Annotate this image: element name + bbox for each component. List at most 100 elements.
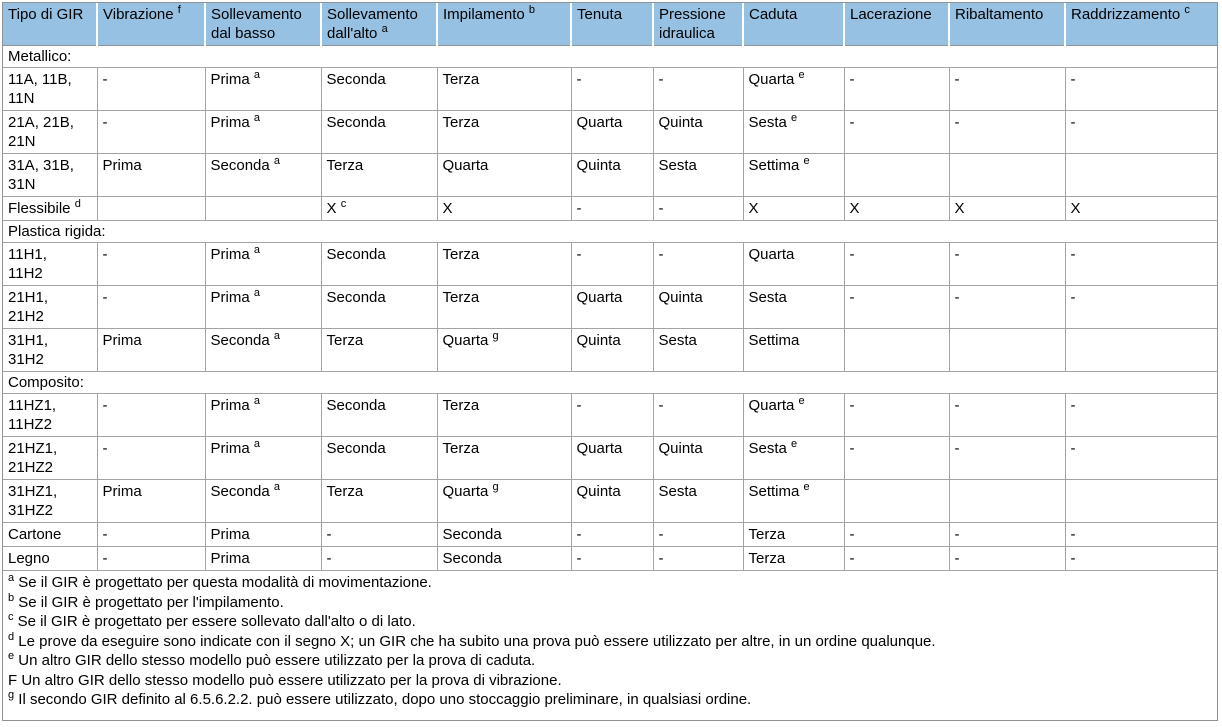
table-cell: Quinta xyxy=(570,479,654,523)
superscript-note-ref: a xyxy=(253,287,260,299)
table-cell xyxy=(1064,328,1217,372)
table-cell: Terza xyxy=(320,153,438,197)
table-cell: Prima xyxy=(96,328,206,372)
table-cell: Sesta xyxy=(742,285,845,329)
table-cell: - xyxy=(948,436,1066,480)
table-cell: - xyxy=(570,196,654,221)
footnotes: a Se il GIR è progettato per questa moda… xyxy=(3,571,1217,720)
superscript-note-ref: a xyxy=(381,23,388,35)
table-cell: - xyxy=(570,546,654,571)
table-cell: Quarta xyxy=(742,242,845,286)
table-cell: Sesta xyxy=(652,153,744,197)
table-cell xyxy=(1064,479,1217,523)
table-cell: Seconda xyxy=(320,110,438,154)
table-cell: Sesta xyxy=(652,328,744,372)
superscript-note-ref: e xyxy=(798,69,805,81)
column-header-5: Impilamento b xyxy=(436,3,571,46)
superscript-note-ref: a xyxy=(273,155,281,167)
superscript-note-ref: b xyxy=(528,4,535,16)
table-cell: Terza xyxy=(436,436,572,480)
table-cell: - xyxy=(843,436,950,480)
table-cell: Prima a xyxy=(204,285,322,329)
footnote-marker: d xyxy=(8,630,15,643)
table-cell xyxy=(843,153,950,197)
table-cell: Terza xyxy=(436,67,572,111)
table-cell xyxy=(948,328,1066,372)
footnote: c Se il GIR è progettato per essere soll… xyxy=(8,611,416,631)
table-row: 21HZ1, 21HZ2- Prima a Seconda Terza Quarta Qu… xyxy=(3,436,1217,480)
table-row: Cartone - Prima - Seconda - - Terza - - - xyxy=(3,522,1217,547)
table-cell: Terza xyxy=(436,285,572,329)
column-header-10: Ribaltamento xyxy=(948,3,1065,46)
table-row: 31A, 31B, 31N Prima Seconda a Terza Quarta Qu… xyxy=(3,153,1217,197)
table-cell: Quarta e xyxy=(742,67,845,111)
table-header: Tipo di GIR Vibrazione f Sollevamento dal … xyxy=(3,3,1217,46)
table-cell: - xyxy=(320,546,438,571)
table-cell: Seconda xyxy=(436,546,572,571)
table-cell: - xyxy=(652,242,744,286)
table-cell: Terza xyxy=(320,328,438,372)
row-header: 11H1, 11H2 xyxy=(3,242,98,286)
footnote-marker: F xyxy=(8,671,18,689)
table-cell: - xyxy=(1064,110,1217,154)
table-cell: Settima e xyxy=(742,479,845,523)
table-cell: Prima a xyxy=(204,242,322,286)
footnote-marker: b xyxy=(8,591,15,604)
table-cell: - xyxy=(843,110,950,154)
superscript-note-ref: a xyxy=(253,69,260,81)
table-row: 31H1, 31H2 Prima Seconda a Terza Quarta g Qui… xyxy=(3,328,1217,372)
row-header: 21HZ1, 21HZ2 xyxy=(3,436,98,480)
table-cell: Quarta xyxy=(570,436,654,480)
table-cell: Quarta g xyxy=(436,328,572,372)
table-cell: Quinta xyxy=(652,110,744,154)
table-cell: Seconda a xyxy=(204,153,322,197)
table-cell: - xyxy=(652,393,744,437)
superscript-note-ref: a xyxy=(273,330,281,342)
table-cell: - xyxy=(948,546,1066,571)
table-cell: - xyxy=(96,522,206,547)
table-cell: - xyxy=(1064,67,1217,111)
footnote: b Se il GIR è progettato per l'impilamen… xyxy=(8,591,284,611)
table-cell: Terza xyxy=(742,522,845,547)
table-cell: - xyxy=(1064,546,1217,571)
column-header-1: Tipo di GIR xyxy=(3,3,97,46)
table-cell: Prima a xyxy=(204,393,322,437)
table-row: 11A, 11B, 11N - Prima a Seconda Terza - - Quart… xyxy=(3,67,1217,111)
row-header: Cartone xyxy=(3,522,98,547)
table-cell xyxy=(843,479,950,523)
footnote-marker: e xyxy=(8,650,15,662)
superscript-note-ref: a xyxy=(253,438,260,450)
table-row: 11H1, 11H2- Prima a Seconda Terza - - Quarta - -… xyxy=(3,242,1217,286)
table-cell: - xyxy=(1064,436,1217,480)
table-cell: - xyxy=(948,67,1066,111)
table-cell xyxy=(204,196,322,221)
superscript-note-ref: e xyxy=(791,438,798,450)
table-cell: - xyxy=(1064,393,1217,437)
row-header: Flessibile d xyxy=(3,196,98,221)
table-cell: - xyxy=(652,522,744,547)
gir-test-table: Tipo di GIR Vibrazione f Sollevamento dal … xyxy=(3,3,1217,571)
table-cell: Quinta xyxy=(652,285,744,329)
column-header-9: Lacerazione xyxy=(843,3,949,46)
table-cell: Quinta xyxy=(570,153,654,197)
section-row: Metallico: xyxy=(3,45,1217,68)
table-row: 21H1, 21H2- Prima a Seconda Terza Quarta Quin… xyxy=(3,285,1217,329)
superscript-note-ref: c xyxy=(340,198,347,210)
footnote-marker: a xyxy=(8,572,15,584)
column-header-6: Tenuta xyxy=(570,3,653,46)
table-cell: - xyxy=(652,196,744,221)
table-cell xyxy=(948,479,1066,523)
table-cell: Terza xyxy=(436,110,572,154)
superscript-note-ref: e xyxy=(798,395,805,407)
table-body: Metallico: 11A, 11B, 11N - Prima a Seconda Te… xyxy=(3,45,1217,571)
table-cell: Prima xyxy=(96,479,206,523)
table-cell: Prima xyxy=(204,522,322,547)
table-cell: - xyxy=(96,546,206,571)
footnote: F Un altro GIR dello stesso modello può … xyxy=(8,671,562,689)
column-header-11: Raddrizzamento c xyxy=(1064,3,1217,46)
table-cell: - xyxy=(948,242,1066,286)
table-cell: X xyxy=(436,196,572,221)
column-header-7: Pressione idraulica xyxy=(652,3,743,46)
table-cell: - xyxy=(96,110,206,154)
footnote: g Il secondo GIR definito al 6.5.6.2.2. … xyxy=(8,689,752,709)
